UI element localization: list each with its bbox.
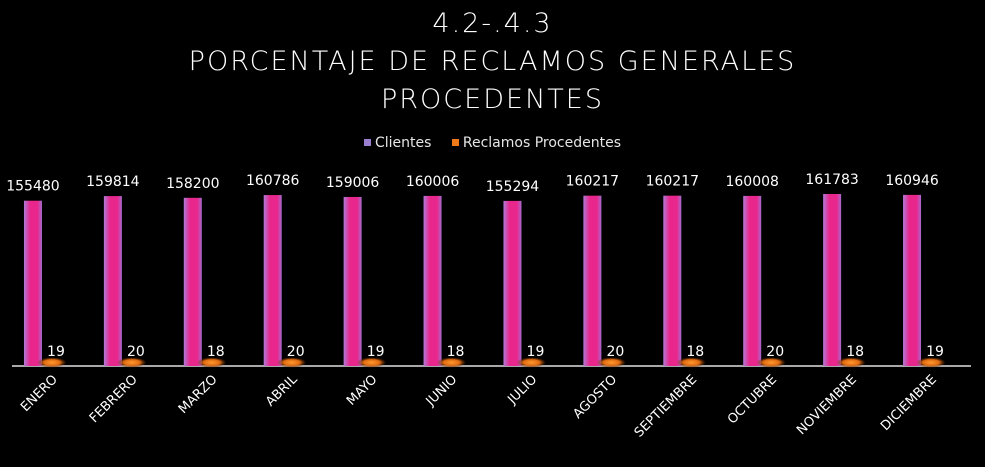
bar-clientes-julio <box>503 200 522 366</box>
label-reclamos-diciembre: 19 <box>926 344 944 360</box>
label-reclamos-septiembre: 18 <box>686 344 704 360</box>
bar-clientes-septiembre <box>663 195 682 366</box>
bar-reclamos-mayo <box>357 357 386 368</box>
x-tick-label-febrero: FEBRERO <box>87 372 141 426</box>
bar-reclamos-octubre <box>757 357 786 368</box>
label-clientes-mayo: 159006 <box>326 175 380 191</box>
x-tick-label-octubre: OCTUBRE <box>725 372 780 427</box>
label-clientes-abril: 160786 <box>246 173 300 189</box>
legend-item-clientes: Clientes <box>363 134 432 151</box>
x-tick-label-enero: ENERO <box>18 372 61 415</box>
bar-clientes-abril <box>263 195 282 366</box>
x-tick-label-marzo: MARZO <box>176 372 221 417</box>
x-tick-label-diciembre: DICIEMBRE <box>878 372 940 434</box>
legend-swatch-reclamos <box>451 139 459 146</box>
x-tick-label-noviembre: NOVIEMBRE <box>794 372 860 438</box>
label-clientes-julio: 155294 <box>486 179 540 195</box>
bar-reclamos-marzo <box>197 357 226 368</box>
label-reclamos-junio: 18 <box>447 344 465 360</box>
label-clientes-octubre: 160008 <box>725 174 778 190</box>
label-clientes-septiembre: 160217 <box>646 174 699 190</box>
label-reclamos-mayo: 19 <box>367 344 385 360</box>
bar-reclamos-noviembre <box>837 357 866 368</box>
label-clientes-junio: 160006 <box>406 174 460 190</box>
legend-label-reclamos: Reclamos Procedentes <box>462 134 621 151</box>
label-reclamos-febrero: 20 <box>127 344 145 360</box>
bar-clientes-noviembre <box>823 194 842 366</box>
label-reclamos-abril: 20 <box>287 344 305 360</box>
x-tick-label-julio: JULIO <box>504 372 540 408</box>
chart-title-line-1: 4.2-.4.3 <box>432 8 553 39</box>
bar-clientes-febrero <box>103 196 122 366</box>
chart-title-line-2: PORCENTAJE DE RECLAMOS GENERALES <box>188 46 797 77</box>
bar-reclamos-abril <box>277 357 306 368</box>
x-tick-label-agosto: AGOSTO <box>570 372 620 422</box>
chart-title-line-3: PROCEDENTES <box>381 84 604 115</box>
x-tick-label-septiembre: SEPTIEMBRE <box>632 372 700 440</box>
bar-reclamos-febrero <box>117 357 146 368</box>
label-reclamos-julio: 19 <box>527 344 545 360</box>
bar-clientes-marzo <box>183 197 202 366</box>
label-reclamos-enero: 19 <box>47 344 65 360</box>
bar-clientes-agosto <box>583 195 602 366</box>
bar-reclamos-enero <box>37 357 66 368</box>
label-clientes-agosto: 160217 <box>566 174 619 190</box>
legend-swatch-clientes <box>363 139 371 146</box>
label-clientes-diciembre: 160946 <box>885 173 939 189</box>
chart-legend: Clientes Reclamos Procedentes <box>0 134 985 151</box>
bar-reclamos-julio <box>517 357 546 368</box>
label-reclamos-agosto: 20 <box>606 344 624 360</box>
label-clientes-enero: 155480 <box>6 179 59 195</box>
bar-reclamos-agosto <box>597 357 626 368</box>
x-tick-label-abril: ABRIL <box>263 372 301 410</box>
bar-clientes-diciembre <box>903 194 922 366</box>
x-tick-label-mayo: MAYO <box>344 372 380 408</box>
bar-reclamos-junio <box>437 357 466 368</box>
bar-clientes-octubre <box>743 195 762 366</box>
label-clientes-marzo: 158200 <box>166 176 219 192</box>
bar-clientes-enero <box>23 200 42 366</box>
label-clientes-febrero: 159814 <box>86 174 140 190</box>
bar-clientes-junio <box>423 195 442 366</box>
legend-label-clientes: Clientes <box>374 134 432 151</box>
label-clientes-noviembre: 161783 <box>805 172 858 188</box>
legend-item-reclamos: Reclamos Procedentes <box>451 134 621 151</box>
bar-reclamos-diciembre <box>917 357 946 368</box>
label-reclamos-noviembre: 18 <box>846 344 864 360</box>
bar-clientes-mayo <box>343 196 362 366</box>
x-tick-label-junio: JUNIO <box>423 372 461 410</box>
bar-reclamos-septiembre <box>677 357 706 368</box>
label-reclamos-octubre: 20 <box>766 344 784 360</box>
label-reclamos-marzo: 18 <box>207 344 225 360</box>
